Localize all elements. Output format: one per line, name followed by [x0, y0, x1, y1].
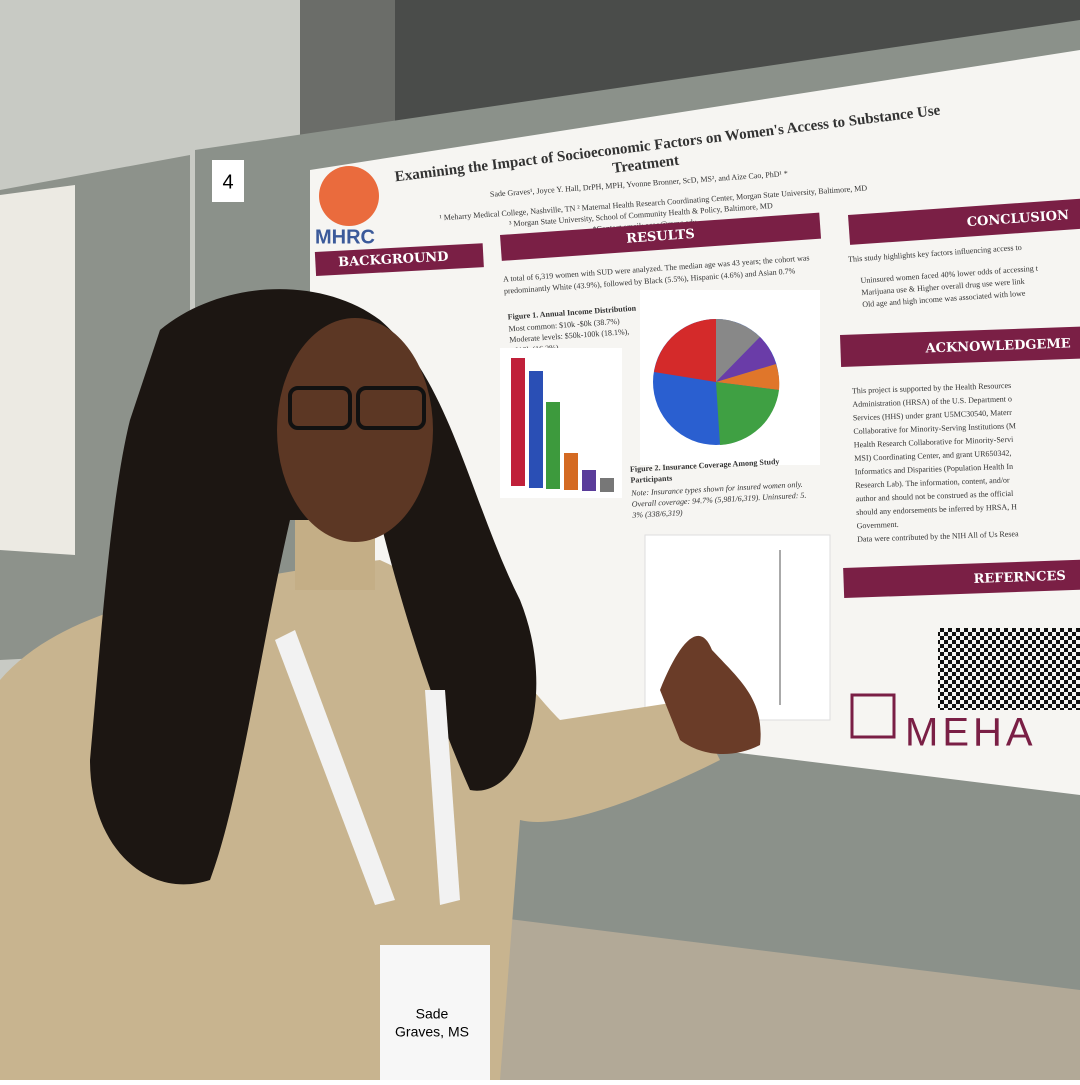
- bar: [511, 358, 525, 486]
- face: [277, 318, 433, 542]
- footer-logo: MEHA: [905, 711, 1037, 755]
- bar: [564, 453, 578, 490]
- section-bar: [843, 559, 1080, 599]
- pie-slice: [716, 319, 760, 382]
- bar: [529, 371, 543, 488]
- section-bar: [848, 198, 1080, 245]
- lanyard: [425, 690, 460, 905]
- qr-code: [938, 628, 1080, 710]
- pie-slice: [716, 337, 776, 382]
- lanyard: [275, 630, 395, 905]
- badge-name: Graves, MS: [395, 1024, 469, 1040]
- badge: [380, 945, 490, 1080]
- section-header: REFERNCES: [973, 569, 1066, 587]
- section-bar: [314, 243, 484, 276]
- section-header: CONCLUSION: [966, 208, 1069, 230]
- pillar: [300, 0, 395, 140]
- glasses: [356, 386, 426, 430]
- figure-caption: Participants: [630, 474, 672, 485]
- section-bar: [500, 212, 822, 261]
- section-header: ACKNOWLEDGEME: [924, 336, 1071, 356]
- person: Sade Graves, MS: [0, 289, 761, 1080]
- section-header: BACKGROUND: [338, 250, 449, 271]
- ceiling: [300, 0, 1080, 140]
- pie-figure: [640, 290, 820, 465]
- logo-heart: [319, 166, 379, 226]
- bar: [600, 478, 614, 492]
- glasses: [288, 386, 352, 430]
- booth-card: [212, 160, 244, 202]
- badge-name: Sade: [416, 1006, 449, 1022]
- bar: [546, 402, 560, 489]
- figure-note: 3% (338/6,319): [631, 508, 683, 520]
- bar: [582, 470, 596, 491]
- booth-number: 4: [222, 171, 233, 193]
- bar-figure: [500, 348, 622, 498]
- logo: MHRC: [315, 226, 375, 248]
- acknowledgement-line: Government.: [857, 520, 899, 530]
- meharry-emblem: [850, 693, 896, 739]
- pie-slice: [716, 364, 780, 390]
- left-poster: [0, 185, 75, 555]
- pie-slice: [654, 319, 716, 382]
- hand: [660, 635, 761, 755]
- section-header: RESULTS: [626, 227, 695, 247]
- section-bar: [840, 326, 1080, 367]
- pie-slice: [716, 382, 779, 445]
